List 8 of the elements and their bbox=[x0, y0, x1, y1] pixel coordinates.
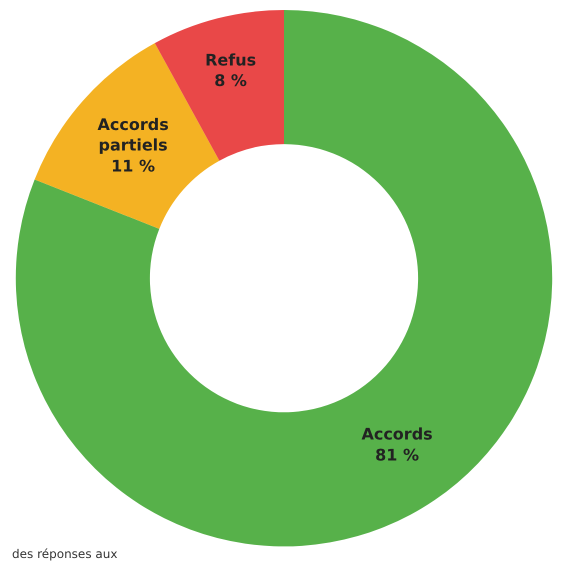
data-label: 11 % bbox=[111, 156, 156, 176]
data-label: 81 % bbox=[375, 445, 420, 464]
data-label: 8 % bbox=[214, 71, 247, 90]
slice-label: Refus bbox=[205, 50, 256, 70]
text: des réponses aux bbox=[12, 547, 118, 561]
slice-label: Accords bbox=[361, 424, 433, 444]
donut-slice bbox=[16, 10, 552, 546]
slice-label: Accords partiels bbox=[98, 114, 169, 155]
